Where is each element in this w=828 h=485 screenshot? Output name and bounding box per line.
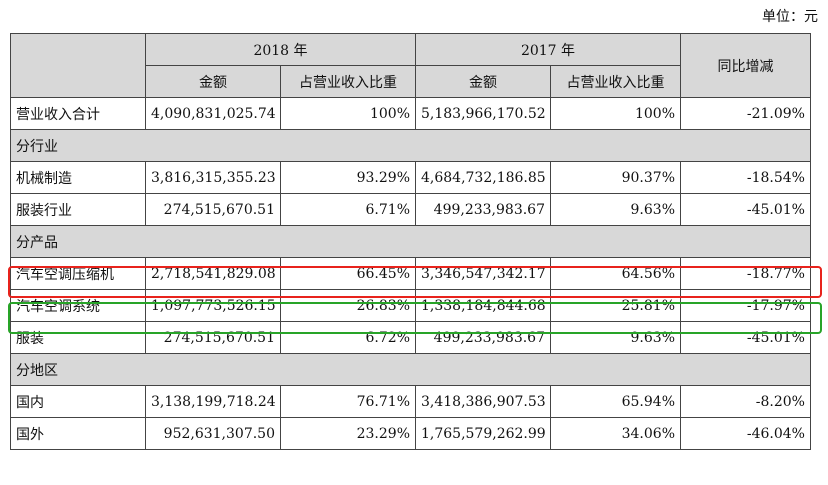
amount-2017: 4,684,732,186.85 — [415, 161, 551, 194]
amount-2018: 1,097,773,526.15 — [145, 289, 281, 322]
amount-2018: 2,718,541,829.08 — [145, 257, 281, 290]
row-label: 国内 — [10, 385, 146, 418]
section-row: 分行业 — [10, 129, 811, 162]
section-label: 分产品 — [10, 225, 811, 258]
section-label: 分地区 — [10, 353, 811, 386]
share-2017: 65.94% — [550, 385, 681, 418]
share-2018: 66.45% — [280, 257, 416, 290]
share-2018: 93.29% — [280, 161, 416, 194]
row-label: 机械制造 — [10, 161, 146, 194]
yoy-change: -45.01% — [680, 193, 811, 226]
table-row: 国内 3,138,199,718.24 76.71% 3,418,386,907… — [10, 385, 811, 418]
section-row: 分地区 — [10, 353, 811, 386]
yoy-change: -46.04% — [680, 417, 811, 450]
header-year-2017: 2017 年 — [415, 33, 681, 66]
table-row: 国外 952,631,307.50 23.29% 1,765,579,262.9… — [10, 417, 811, 450]
share-2017: 90.37% — [550, 161, 681, 194]
yoy-change: -18.77% — [680, 257, 811, 290]
amount-2017: 1,338,184,844.68 — [415, 289, 551, 322]
share-2018: 23.29% — [280, 417, 416, 450]
revenue-table: 2018 年 2017 年 同比增减 金额 占营业收入比重 金额 占营业收入比重… — [10, 33, 811, 450]
table-row: 服装 274,515,670.51 6.72% 499,233,983.67 9… — [10, 321, 811, 354]
amount-2018: 4,090,831,025.74 — [145, 97, 281, 130]
amount-2017: 3,346,547,342.17 — [415, 257, 551, 290]
header-amount-2018: 金额 — [145, 65, 281, 98]
header-blank-cell — [10, 33, 146, 98]
share-2018: 76.71% — [280, 385, 416, 418]
yoy-change: -17.97% — [680, 289, 811, 322]
share-2018: 26.83% — [280, 289, 416, 322]
share-2017: 9.63% — [550, 193, 681, 226]
row-label: 营业收入合计 — [10, 97, 146, 130]
row-label: 国外 — [10, 417, 146, 450]
section-label: 分行业 — [10, 129, 811, 162]
section-row: 分产品 — [10, 225, 811, 258]
share-2017: 25.81% — [550, 289, 681, 322]
share-2018: 6.72% — [280, 321, 416, 354]
yoy-change: -21.09% — [680, 97, 811, 130]
share-2017: 34.06% — [550, 417, 681, 450]
row-label: 汽车空调系统 — [10, 289, 146, 322]
header-share-2017: 占营业收入比重 — [550, 65, 681, 98]
yoy-change: -18.54% — [680, 161, 811, 194]
header-share-2018: 占营业收入比重 — [280, 65, 416, 98]
share-2017: 100% — [550, 97, 681, 130]
amount-2017: 3,418,386,907.53 — [415, 385, 551, 418]
amount-2018: 952,631,307.50 — [145, 417, 281, 450]
row-label: 服装行业 — [10, 193, 146, 226]
table-row: 营业收入合计 4,090,831,025.74 100% 5,183,966,1… — [10, 97, 811, 130]
share-2018: 6.71% — [280, 193, 416, 226]
amount-2018: 3,816,315,355.23 — [145, 161, 281, 194]
header-amount-2017: 金额 — [415, 65, 551, 98]
amount-2017: 499,233,983.67 — [415, 321, 551, 354]
table-row: 服装行业 274,515,670.51 6.71% 499,233,983.67… — [10, 193, 811, 226]
table-row: 汽车空调压缩机 2,718,541,829.08 66.45% 3,346,54… — [10, 257, 811, 290]
table-row: 机械制造 3,816,315,355.23 93.29% 4,684,732,1… — [10, 161, 811, 194]
amount-2017: 5,183,966,170.52 — [415, 97, 551, 130]
header-yoy: 同比增减 — [680, 33, 811, 98]
amount-2018: 3,138,199,718.24 — [145, 385, 281, 418]
amount-2017: 1,765,579,262.99 — [415, 417, 551, 450]
header-year-2018: 2018 年 — [145, 33, 416, 66]
share-2017: 64.56% — [550, 257, 681, 290]
amount-2018: 274,515,670.51 — [145, 193, 281, 226]
table-row: 汽车空调系统 1,097,773,526.15 26.83% 1,338,184… — [10, 289, 811, 322]
amount-2017: 499,233,983.67 — [415, 193, 551, 226]
unit-label: 单位：元 — [762, 9, 818, 25]
row-label: 服装 — [10, 321, 146, 354]
row-label: 汽车空调压缩机 — [10, 257, 146, 290]
share-2017: 9.63% — [550, 321, 681, 354]
yoy-change: -8.20% — [680, 385, 811, 418]
share-2018: 100% — [280, 97, 416, 130]
amount-2018: 274,515,670.51 — [145, 321, 281, 354]
yoy-change: -45.01% — [680, 321, 811, 354]
